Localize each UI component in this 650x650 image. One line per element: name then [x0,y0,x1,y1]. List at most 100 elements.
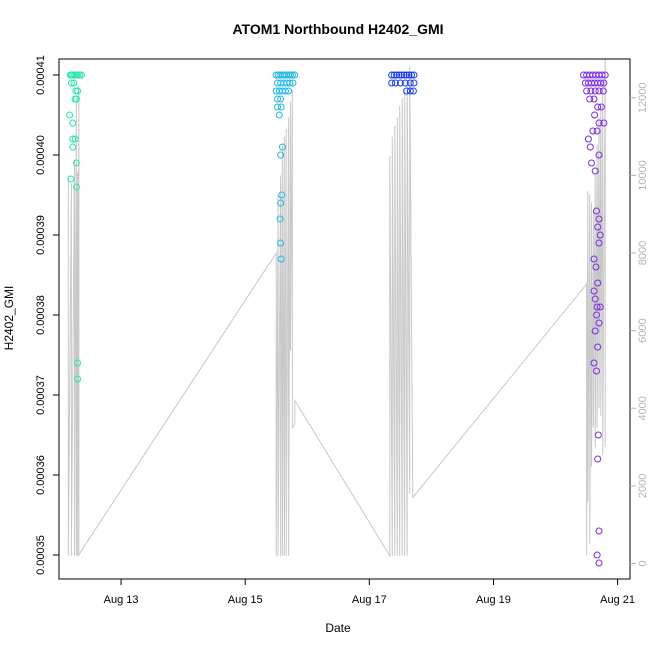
data-point [590,95,598,103]
data-point [588,159,595,167]
data-point [594,279,602,287]
data-point [599,87,607,95]
data-point [591,295,599,303]
data-point [74,71,82,79]
y2-tick-label: 10000 [637,160,649,191]
data-point [410,71,418,79]
data-point [278,191,286,199]
data-point [278,143,286,151]
data-point [406,79,414,87]
data-point [595,319,603,327]
data-point [391,79,399,87]
data-point [286,79,294,87]
data-point [72,95,80,103]
secondary-line-layer [67,58,606,558]
data-point [600,79,608,87]
scatter-layer [66,71,609,567]
data-point [594,343,602,351]
data-point [594,431,602,439]
data-point [71,71,78,79]
data-point [593,303,601,311]
x-tick-label: Aug 15 [228,594,263,606]
data-point [595,215,603,223]
data-point [406,87,414,95]
data-point [601,71,609,79]
data-point [593,311,600,319]
data-point [409,87,417,95]
data-point [393,71,401,79]
y-tick-label: 0.00040 [35,135,47,175]
data-point [596,231,604,239]
data-point [287,71,294,79]
data-point [595,119,603,127]
data-point [401,79,409,87]
y-tick-label: 0.00039 [35,215,47,255]
data-point [590,255,598,263]
x-tick-label: Aug 13 [104,594,139,606]
data-point [291,71,299,79]
data-point [594,455,602,463]
data-point [583,87,591,95]
data-point [586,95,594,103]
data-point [596,303,604,311]
data-point [595,527,603,535]
secondary-series-line [67,58,606,558]
data-point [398,71,406,79]
y-tick-label: 0.00036 [35,455,47,495]
data-point [74,375,82,383]
data-point [277,239,285,247]
data-point [597,103,605,111]
data-point [595,559,603,567]
data-point [592,263,600,271]
data-point [590,287,598,295]
data-point [593,127,601,135]
x-axis-label: Date [325,621,351,635]
data-point [289,79,297,87]
y-axis-label: H2402_GMI [2,286,16,351]
data-point [275,111,283,119]
data-point [67,79,75,87]
plot-frame [58,58,631,580]
data-point [72,159,80,167]
data-point [77,71,85,79]
data-point [277,95,285,103]
data-point [395,71,403,79]
data-point [584,135,592,143]
data-point [74,359,82,367]
data-point [67,175,75,183]
data-point [403,71,411,79]
data-point [285,87,293,95]
data-point [388,71,396,79]
y2-tick-label: 0 [637,560,649,566]
data-point [403,87,411,95]
data-point [69,135,77,143]
data-point [586,143,594,151]
y-tick-label: 0.00041 [35,55,47,95]
x-tick-label: Aug 21 [600,594,635,606]
data-point [591,327,599,335]
y-tick-label: 0.00035 [35,535,47,575]
data-point [587,87,595,95]
x-tick-label: Aug 19 [476,594,511,606]
data-point [593,367,600,375]
data-point [589,127,597,135]
data-point [600,119,608,127]
data-point [277,103,285,111]
data-point [396,79,404,87]
y2-tick-label: 12000 [637,83,649,114]
data-point [408,71,415,79]
axes-layer: Aug 13 Aug 15 Aug 17 Aug 19 Aug 21 0.00035 0.0… [35,55,649,606]
data-point [71,135,79,143]
y-tick-label: 0.00037 [35,375,47,415]
data-point [274,103,281,111]
data-point [66,111,74,119]
data-point [276,215,284,223]
y-tick-label: 0.00038 [35,295,47,335]
data-point [72,183,80,191]
data-point [388,79,396,87]
data-point [274,95,281,103]
data-point [594,223,602,231]
data-point [593,207,600,215]
data-point [591,111,599,119]
